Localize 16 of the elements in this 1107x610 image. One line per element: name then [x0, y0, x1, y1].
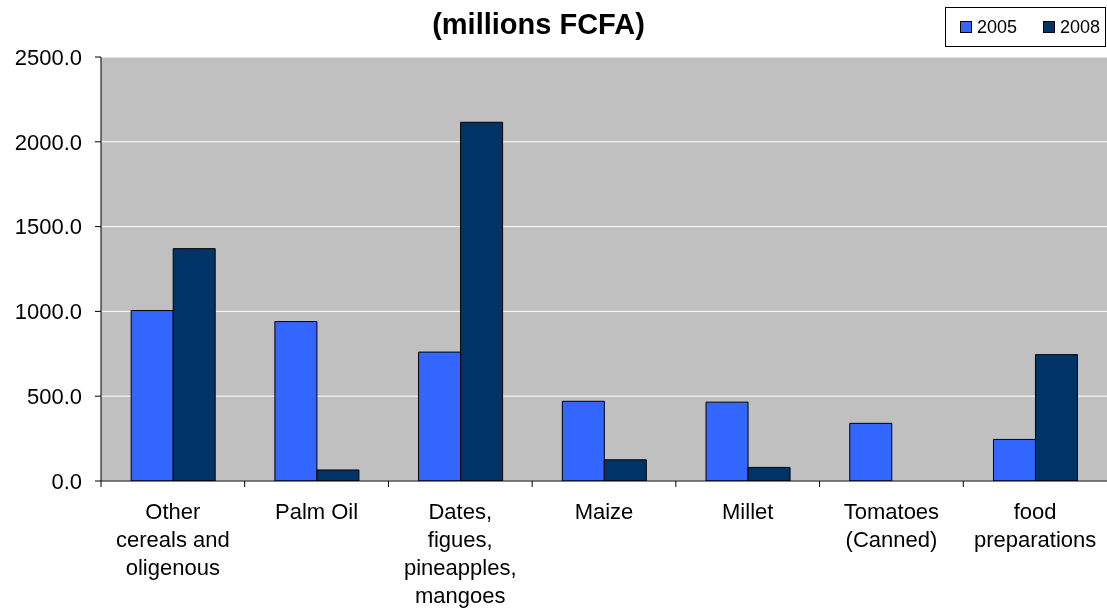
x-tick-label: Millet [722, 499, 774, 524]
y-tick-label: 0.0 [51, 468, 82, 494]
x-tick-label: food preparations [973, 499, 1097, 552]
legend-label: 2008 [1059, 16, 1100, 38]
y-tick-label: 2000.0 [14, 129, 82, 155]
chart-title: (millions FCFA) [432, 8, 645, 40]
y-tick-label: 500.0 [26, 384, 82, 410]
y-tick-label: 1000.0 [14, 299, 82, 325]
x-tick-label: Tomatoes (Canned) [843, 499, 940, 552]
x-tick-label: Maize [574, 499, 634, 524]
y-tick-label: 1500.0 [14, 214, 82, 240]
x-tick-label: Palm Oil [275, 499, 359, 524]
x-tick-label: Dates, figues, pineapples, mangoes [404, 499, 517, 608]
y-tick-label: 2500.0 [14, 44, 82, 70]
x-tick-label: Other cereals and oligenous [115, 499, 230, 580]
legend-label: 2005 [976, 16, 1017, 38]
